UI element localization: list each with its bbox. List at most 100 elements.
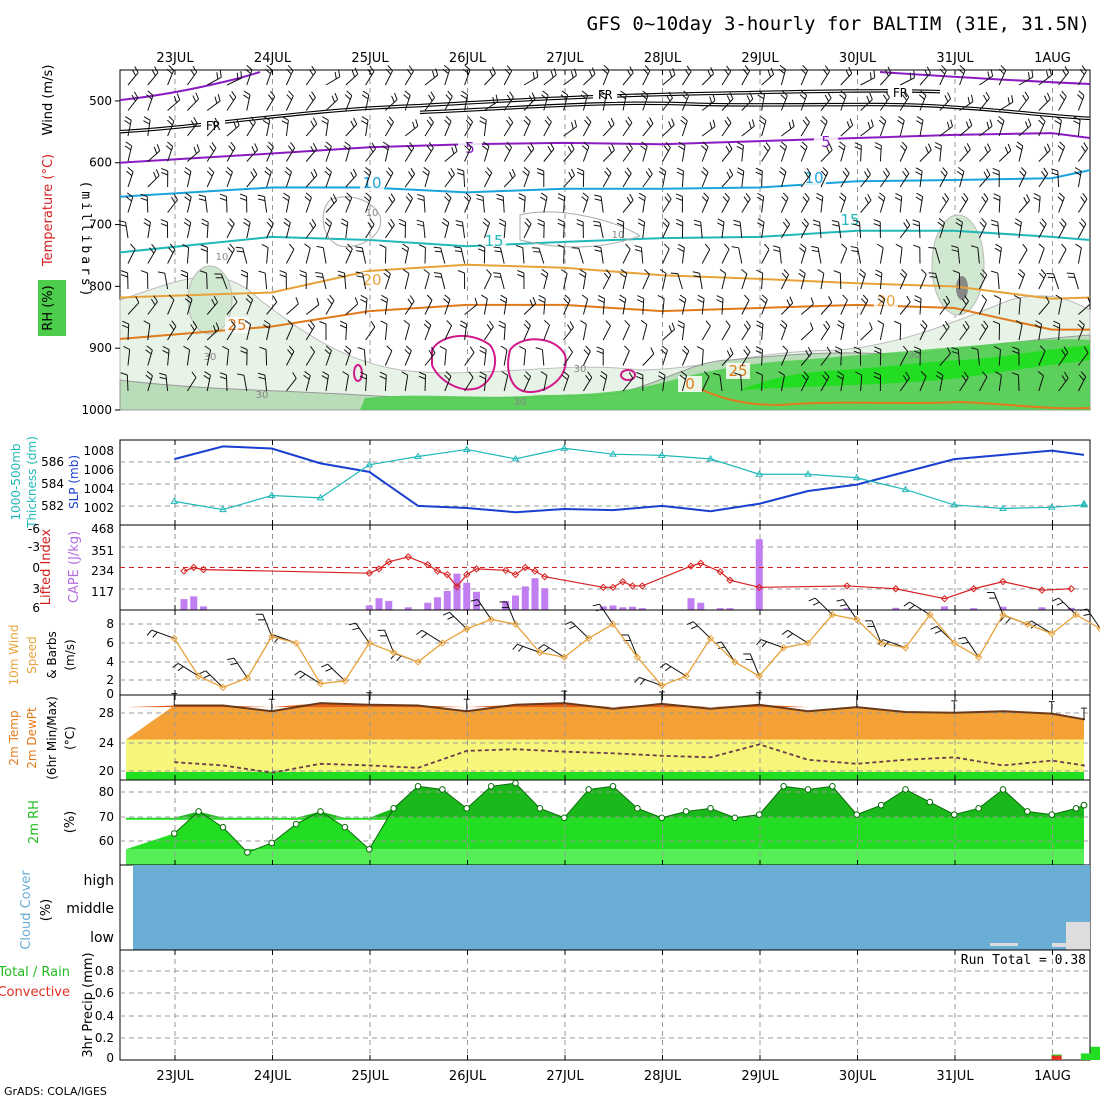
barb-flag [135, 296, 140, 303]
temp-label-b: 2m DewPt [25, 707, 39, 769]
barb-flag [605, 269, 612, 276]
barb [424, 74, 438, 86]
barb [362, 273, 367, 290]
barb [523, 171, 530, 188]
barb-flag [1058, 192, 1065, 198]
barb-flag [702, 141, 709, 147]
barb-flag [185, 192, 192, 198]
barb-flag [859, 268, 866, 275]
li-marker [541, 573, 549, 581]
barb-flag [838, 196, 845, 202]
barb-flag [476, 194, 484, 198]
barb-flag [824, 65, 830, 72]
barb-flag [509, 91, 514, 98]
barb-flag [1083, 613, 1091, 616]
barb-flag [463, 68, 469, 75]
barb-flag [379, 371, 387, 376]
barb-flag [509, 171, 513, 179]
barb-flag [1083, 346, 1089, 353]
date-label-bottom: 28JUL [644, 1069, 682, 1084]
barb-flag [934, 630, 942, 634]
barb [998, 298, 1001, 315]
barb-flag [310, 171, 315, 179]
barb-flag [568, 171, 573, 179]
barb-flag [759, 119, 766, 125]
barb [582, 121, 592, 137]
barb-flag [1073, 116, 1081, 121]
barb-flag [679, 374, 686, 380]
barb [939, 172, 948, 188]
barb-flag [482, 145, 489, 151]
barb-flag [185, 298, 192, 304]
barb-flag [1080, 218, 1087, 225]
barb-flag [822, 167, 829, 173]
barb [1077, 95, 1085, 111]
barb-flag [1033, 197, 1041, 201]
wind-speed-marker [950, 639, 958, 647]
barb [957, 349, 961, 366]
barb-flag [568, 346, 573, 353]
cape-bar [531, 578, 539, 610]
barb [147, 301, 158, 315]
wind-tick-label: 2 [106, 673, 114, 687]
barb-flag [321, 663, 328, 668]
barb-flag [913, 350, 921, 354]
barb-flag [927, 143, 932, 151]
barb [225, 374, 228, 392]
barb-flag [1005, 617, 1011, 624]
isotherm-5 [119, 132, 1091, 164]
barb-flag [494, 250, 502, 253]
barb [264, 273, 268, 290]
barb-flag [227, 221, 233, 228]
pressure-label: 600 [89, 156, 112, 170]
rh-marker [1072, 805, 1080, 812]
barb-flag [869, 92, 873, 100]
barb [365, 71, 375, 86]
barb-flag [786, 299, 791, 307]
barb-flag [681, 349, 688, 355]
barb-flag [902, 375, 908, 382]
barb-flag [741, 268, 748, 275]
li-marker [970, 585, 978, 593]
barb-flag [428, 349, 433, 357]
barb [998, 150, 1012, 162]
barb [860, 125, 874, 137]
barb-flag [157, 271, 165, 274]
temp-band-above-28 [126, 703, 1084, 708]
barb [879, 324, 885, 341]
barb-flag [445, 94, 451, 101]
barb [503, 298, 508, 315]
barb [264, 375, 268, 392]
barb-flag [994, 247, 1002, 253]
barb-flag [423, 323, 430, 330]
barb-flag [426, 145, 432, 152]
barb [167, 349, 170, 366]
rh-marker [1048, 811, 1056, 818]
barb-flag [801, 374, 808, 381]
barb [642, 222, 646, 239]
barb-flag [483, 141, 490, 147]
barb-flag [828, 296, 833, 303]
barb-flag [608, 146, 613, 154]
barb-flag [831, 220, 839, 223]
barb-flag [287, 145, 294, 152]
barb [246, 94, 251, 111]
rh-marker [390, 805, 397, 812]
barb-flag [782, 345, 789, 352]
barb [421, 629, 443, 644]
barb [662, 198, 672, 213]
barb-flag [596, 350, 604, 354]
barb-flag [130, 243, 136, 250]
barb-flag [726, 95, 731, 102]
barb-flag [182, 244, 189, 249]
cape-tick-label: 234 [91, 564, 114, 578]
barb [345, 174, 357, 188]
barb [1038, 149, 1051, 162]
date-label-top: 1AUG [1034, 51, 1071, 66]
barb-flag [247, 294, 253, 300]
barb-flag [782, 192, 789, 199]
contour-label: 25 [227, 316, 246, 334]
cape-bar [190, 596, 198, 610]
temp-label-c: (6hr Min/Max) [45, 696, 59, 780]
